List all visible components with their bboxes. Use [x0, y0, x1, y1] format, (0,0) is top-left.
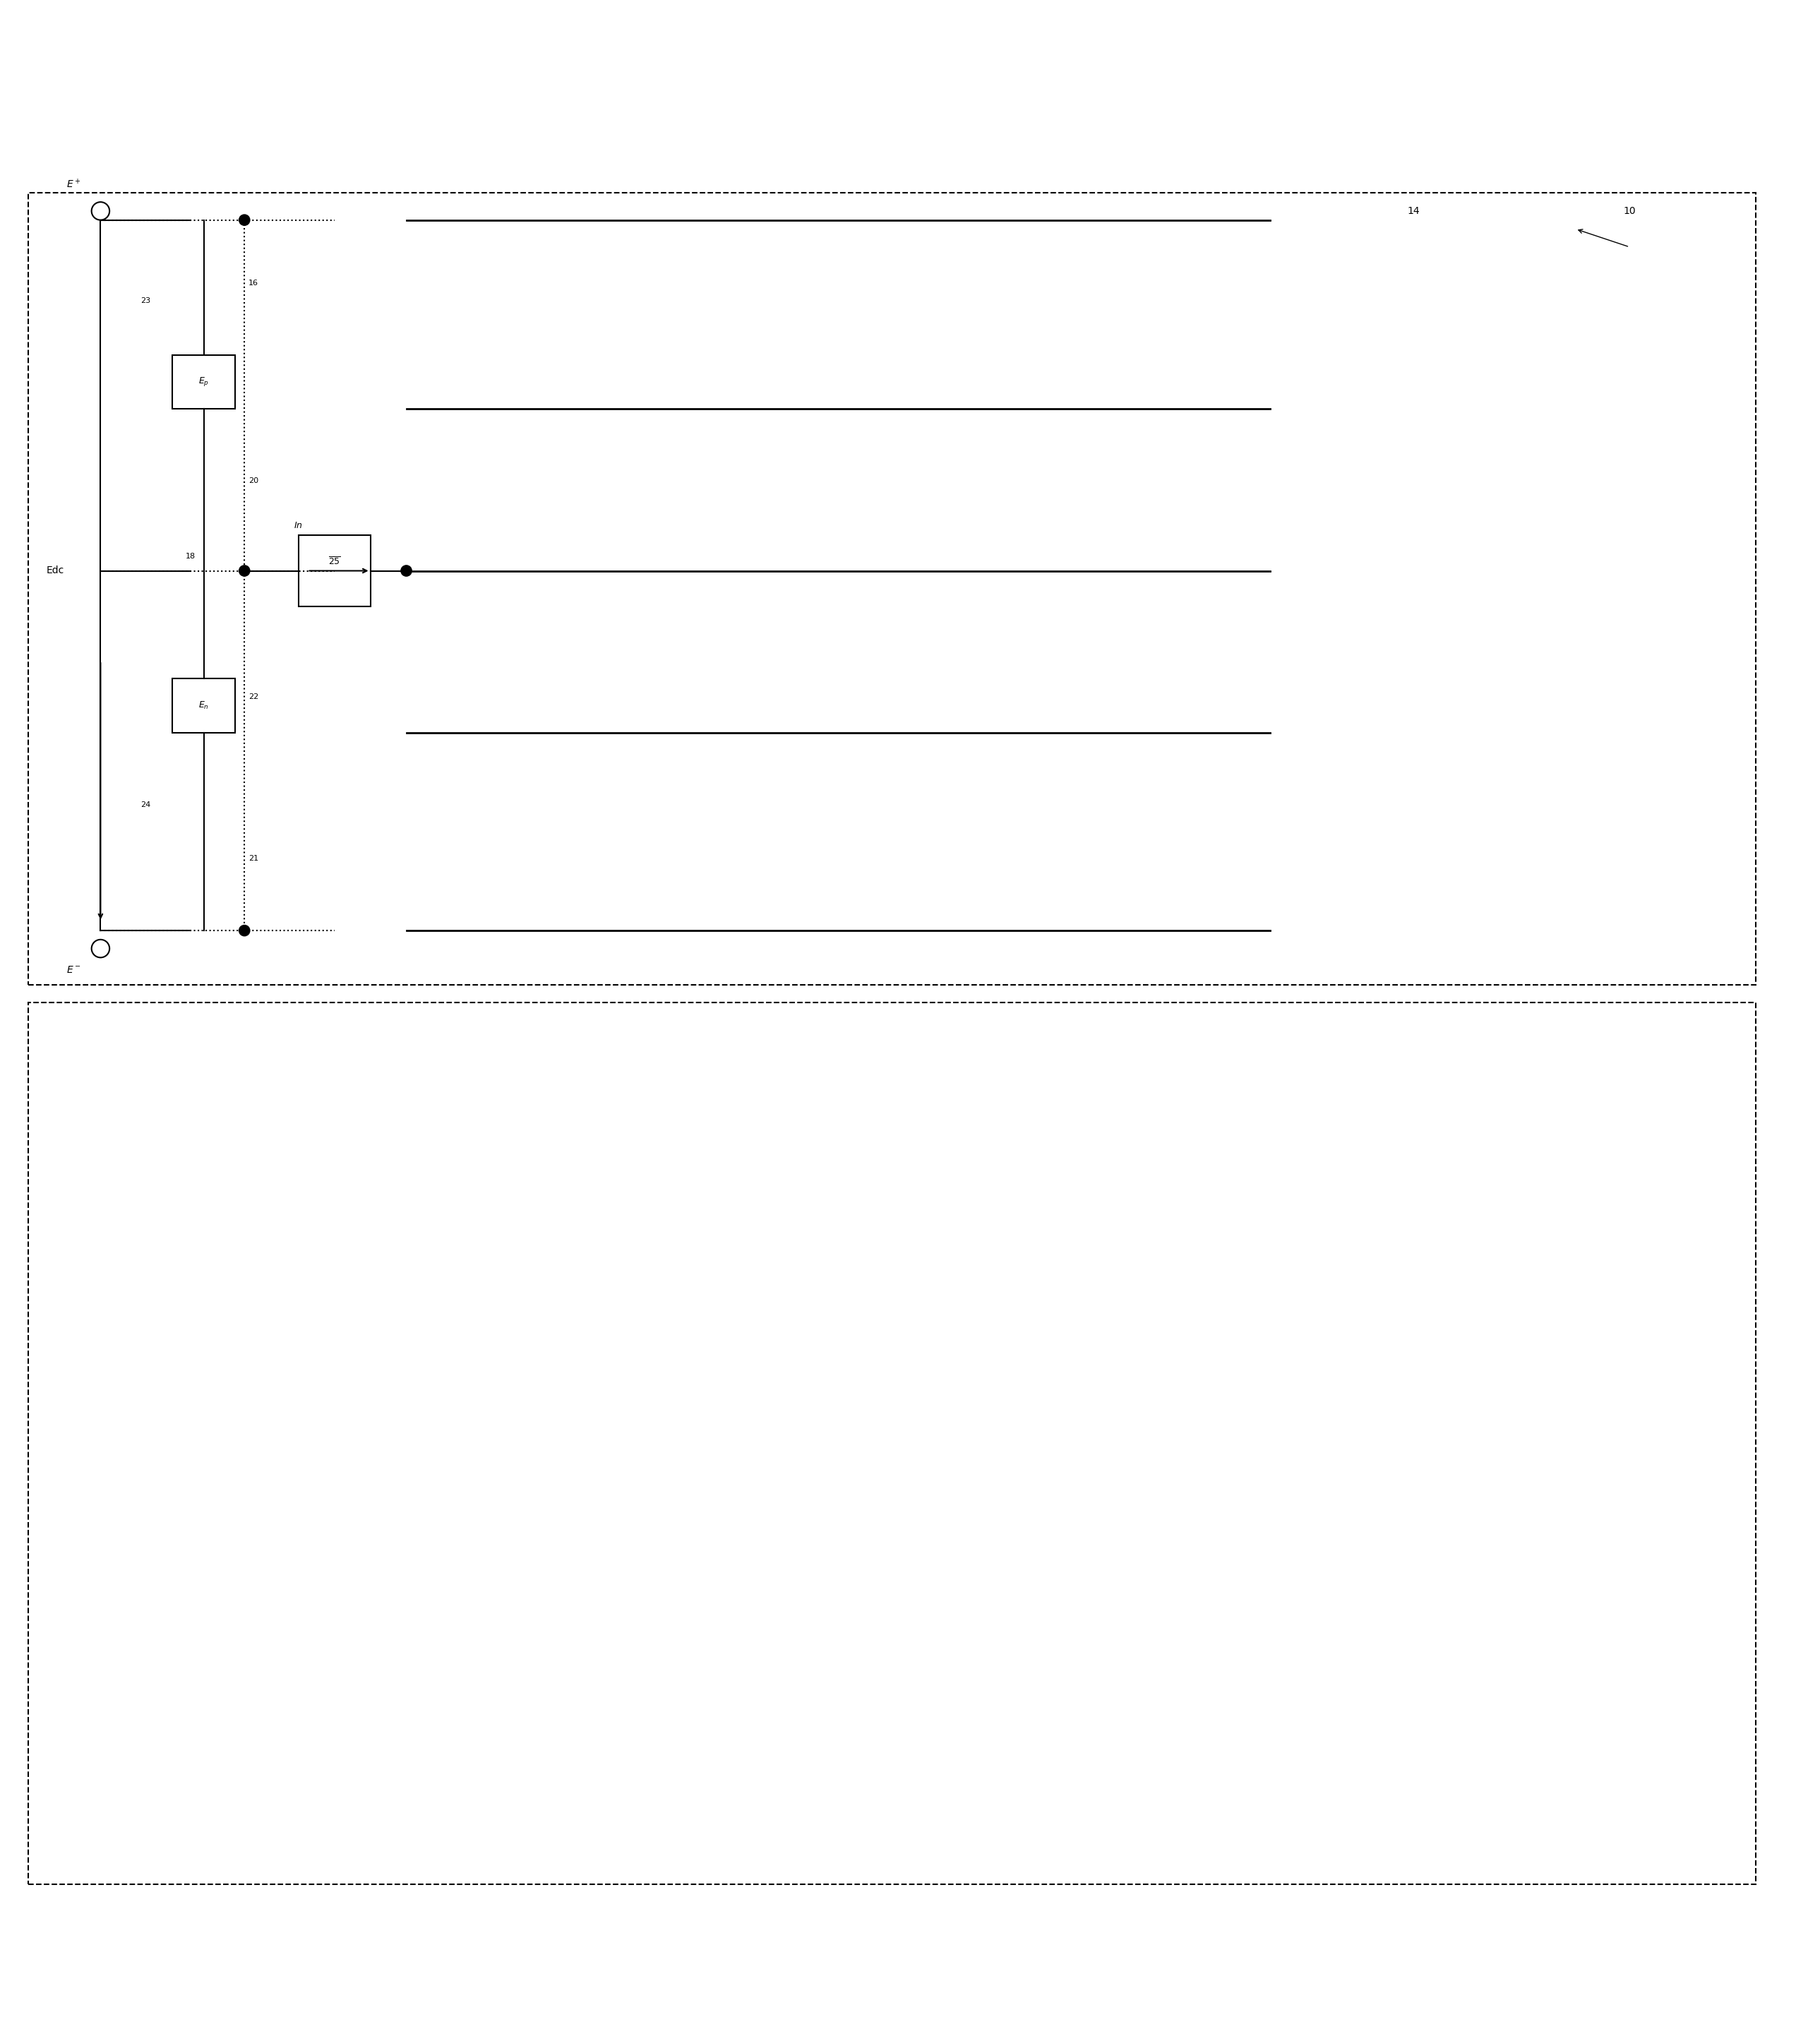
- Circle shape: [91, 939, 109, 957]
- Circle shape: [91, 202, 109, 220]
- Text: 22: 22: [248, 694, 258, 700]
- Bar: [29, 1002, 1756, 1884]
- Bar: [29, 194, 1756, 984]
- Circle shape: [400, 565, 411, 576]
- Text: 10: 10: [1623, 206, 1636, 216]
- Text: $E^+$: $E^+$: [66, 178, 80, 190]
- Circle shape: [238, 925, 249, 937]
- Text: $E_n$: $E_n$: [198, 700, 209, 710]
- Text: $\overline{25}$: $\overline{25}$: [328, 557, 340, 567]
- Text: 16: 16: [249, 280, 258, 286]
- Bar: [173, 680, 235, 733]
- Text: $E^-$: $E^-$: [66, 965, 80, 976]
- Text: 18: 18: [186, 553, 195, 559]
- Text: 20: 20: [249, 478, 258, 484]
- Text: 21: 21: [249, 855, 258, 861]
- Text: Edc: Edc: [47, 565, 64, 576]
- Text: 14: 14: [1407, 206, 1420, 216]
- Bar: [173, 355, 235, 408]
- Text: 24: 24: [140, 802, 151, 808]
- Circle shape: [238, 214, 249, 225]
- Bar: [298, 535, 369, 606]
- Text: $I$n: $I$n: [293, 520, 302, 531]
- Circle shape: [238, 565, 249, 576]
- Text: 23: 23: [140, 298, 151, 304]
- Text: $E_p$: $E_p$: [198, 376, 209, 388]
